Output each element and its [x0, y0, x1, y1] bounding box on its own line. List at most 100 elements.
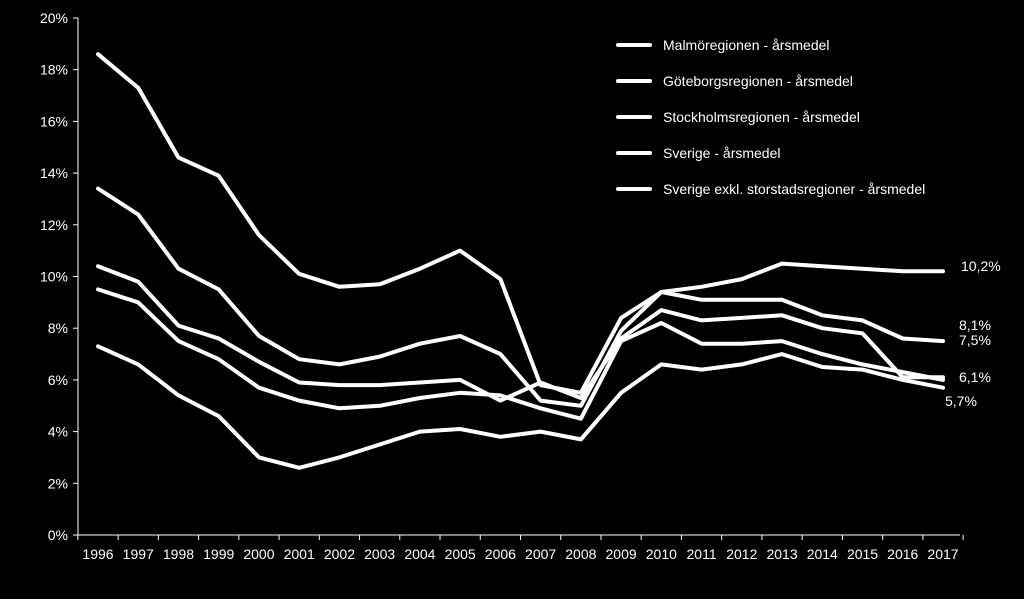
- data-point: [338, 363, 340, 365]
- data-point: [379, 356, 381, 358]
- data-point: [298, 358, 300, 360]
- data-point: [177, 268, 179, 270]
- data-point: [741, 299, 743, 301]
- data-point: [338, 384, 340, 386]
- data-point: [419, 343, 421, 345]
- data-point: [258, 234, 260, 236]
- data-point: [781, 299, 783, 301]
- x-tick-label: 2016: [887, 546, 918, 562]
- data-point: [459, 392, 461, 394]
- data-point: [540, 384, 542, 386]
- data-point: [379, 283, 381, 285]
- data-point: [781, 340, 783, 342]
- data-point: [338, 407, 340, 409]
- data-point: [862, 363, 864, 365]
- data-point: [419, 268, 421, 270]
- series-line-0: [96, 52, 945, 395]
- data-point: [137, 87, 139, 89]
- data-point: [97, 53, 99, 55]
- data-point: [701, 319, 703, 321]
- y-tick-label: 0%: [48, 527, 68, 543]
- data-point: [821, 366, 823, 368]
- data-point: [137, 281, 139, 283]
- x-tick-label: 2008: [565, 546, 596, 562]
- data-point: [218, 338, 220, 340]
- data-point: [379, 405, 381, 407]
- y-tick-label: 18%: [40, 62, 68, 78]
- axes: 0% 2% 4% 6% 8% 10% 12% 14% 16% 18% 20% 1996 1997 1998…: [40, 10, 964, 562]
- data-point: [741, 317, 743, 319]
- data-point: [419, 381, 421, 383]
- data-point: [298, 381, 300, 383]
- series-line-2: [96, 344, 945, 470]
- data-point: [97, 265, 99, 267]
- data-point: [821, 327, 823, 329]
- data-point: [177, 157, 179, 159]
- x-tick-label: 1996: [82, 546, 113, 562]
- data-point: [580, 405, 582, 407]
- data-point: [942, 387, 944, 389]
- y-tick-label: 4%: [48, 424, 68, 440]
- data-point: [620, 338, 622, 340]
- y-tick-label: 20%: [40, 10, 68, 26]
- x-tick-label: 2003: [364, 546, 395, 562]
- data-point: [258, 361, 260, 363]
- x-tick-label: 2015: [847, 546, 878, 562]
- data-point: [942, 270, 944, 272]
- data-point: [298, 400, 300, 402]
- data-point: [419, 397, 421, 399]
- x-tick-label: 2002: [324, 546, 355, 562]
- data-point: [97, 345, 99, 347]
- data-point: [499, 436, 501, 438]
- data-point: [499, 400, 501, 402]
- y-tick-label: 16%: [40, 113, 68, 129]
- end-label-3: 7,5%: [959, 332, 991, 348]
- data-point: [580, 397, 582, 399]
- y-tick-label: 6%: [48, 372, 68, 388]
- data-point: [862, 369, 864, 371]
- data-point: [701, 369, 703, 371]
- data-point: [660, 291, 662, 293]
- data-point: [379, 384, 381, 386]
- x-tick-label: 2006: [485, 546, 516, 562]
- x-tick-label: 2014: [807, 546, 838, 562]
- x-tick-label: 2011: [687, 546, 717, 562]
- data-point: [660, 322, 662, 324]
- x-tick-label: 2000: [243, 546, 274, 562]
- data-point: [821, 314, 823, 316]
- data-point: [741, 343, 743, 345]
- x-tick-label: 2007: [525, 546, 556, 562]
- data-point: [258, 387, 260, 389]
- data-point: [419, 431, 421, 433]
- data-point: [821, 353, 823, 355]
- data-point: [942, 379, 944, 381]
- data-point: [741, 363, 743, 365]
- data-point: [218, 415, 220, 417]
- data-point: [499, 394, 501, 396]
- data-point: [620, 330, 622, 332]
- data-point: [741, 278, 743, 280]
- x-tick-label: 2004: [404, 546, 435, 562]
- series-lines: [96, 52, 945, 470]
- data-point: [862, 332, 864, 334]
- data-point: [97, 288, 99, 290]
- data-point: [902, 338, 904, 340]
- x-tick-label: 2012: [726, 546, 757, 562]
- data-point: [97, 188, 99, 190]
- x-tick-label: 2017: [927, 546, 958, 562]
- x-tick-label: 2013: [766, 546, 797, 562]
- series-line-4: [96, 186, 945, 408]
- data-point: [660, 363, 662, 365]
- data-point: [459, 335, 461, 337]
- data-point: [258, 456, 260, 458]
- data-point: [580, 392, 582, 394]
- legend-entry: Stockholmsregionen - årsmedel: [663, 109, 860, 125]
- data-point: [701, 343, 703, 345]
- data-point: [701, 286, 703, 288]
- data-point: [499, 353, 501, 355]
- data-point: [338, 286, 340, 288]
- data-point: [580, 438, 582, 440]
- data-point: [137, 301, 139, 303]
- data-point: [459, 428, 461, 430]
